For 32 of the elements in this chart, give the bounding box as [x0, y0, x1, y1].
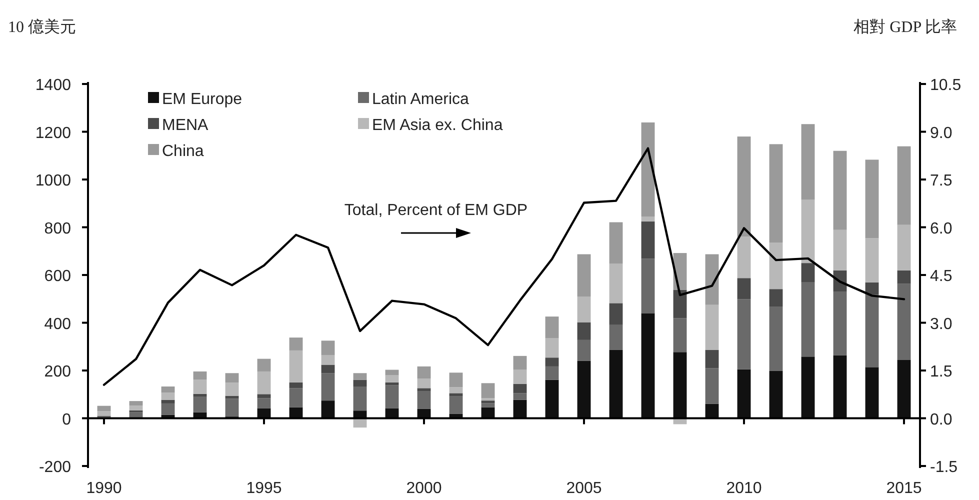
y-tick-label: 1000: [35, 172, 72, 190]
y-tick-label: 600: [44, 268, 72, 285]
x-tick-label: 2010: [726, 480, 762, 497]
legend-label: Latin America: [372, 91, 470, 108]
y2-axis-title: 相對 GDP 比率: [854, 18, 957, 36]
y-tick-label: 1200: [35, 124, 72, 142]
legend-label: China: [162, 143, 204, 160]
y2-tick-label: 1.5: [930, 364, 952, 380]
y2-tick-label: 7.5: [930, 172, 952, 190]
x-tick-label: 2005: [566, 480, 602, 497]
legend-label: EM Europe: [162, 91, 242, 108]
x-tick-label: 2015: [886, 480, 922, 497]
legend-label: MENA: [162, 117, 209, 134]
text: Total, Percent of EM GDP: [344, 202, 528, 219]
y2-tick-label: 3.0: [930, 316, 952, 333]
legend-label: EM Asia ex. China: [372, 117, 503, 134]
x-tick-label: 1990: [86, 480, 122, 497]
y-tick-label: 400: [44, 316, 72, 333]
y2-tick-label: 0.0: [930, 411, 952, 428]
y2-tick-label: -1.5: [930, 459, 958, 476]
y2-tick-label: 4.5: [930, 268, 952, 285]
x-tick-label: 1995: [246, 480, 282, 497]
y-tick-label: -200: [38, 459, 72, 476]
y-tick-label: 800: [44, 220, 72, 238]
y2-tick-label: 6.0: [930, 220, 952, 238]
y2-tick-label: 9.0: [930, 124, 952, 142]
y-tick-label: 0: [62, 411, 72, 428]
y-tick-label: 1400: [35, 77, 72, 94]
y-axis-title: 10 億美元: [8, 18, 76, 36]
x-tick-label: 2000: [406, 480, 442, 497]
y-tick-label: 200: [44, 364, 72, 380]
y2-tick-label: 10.5: [930, 77, 962, 94]
